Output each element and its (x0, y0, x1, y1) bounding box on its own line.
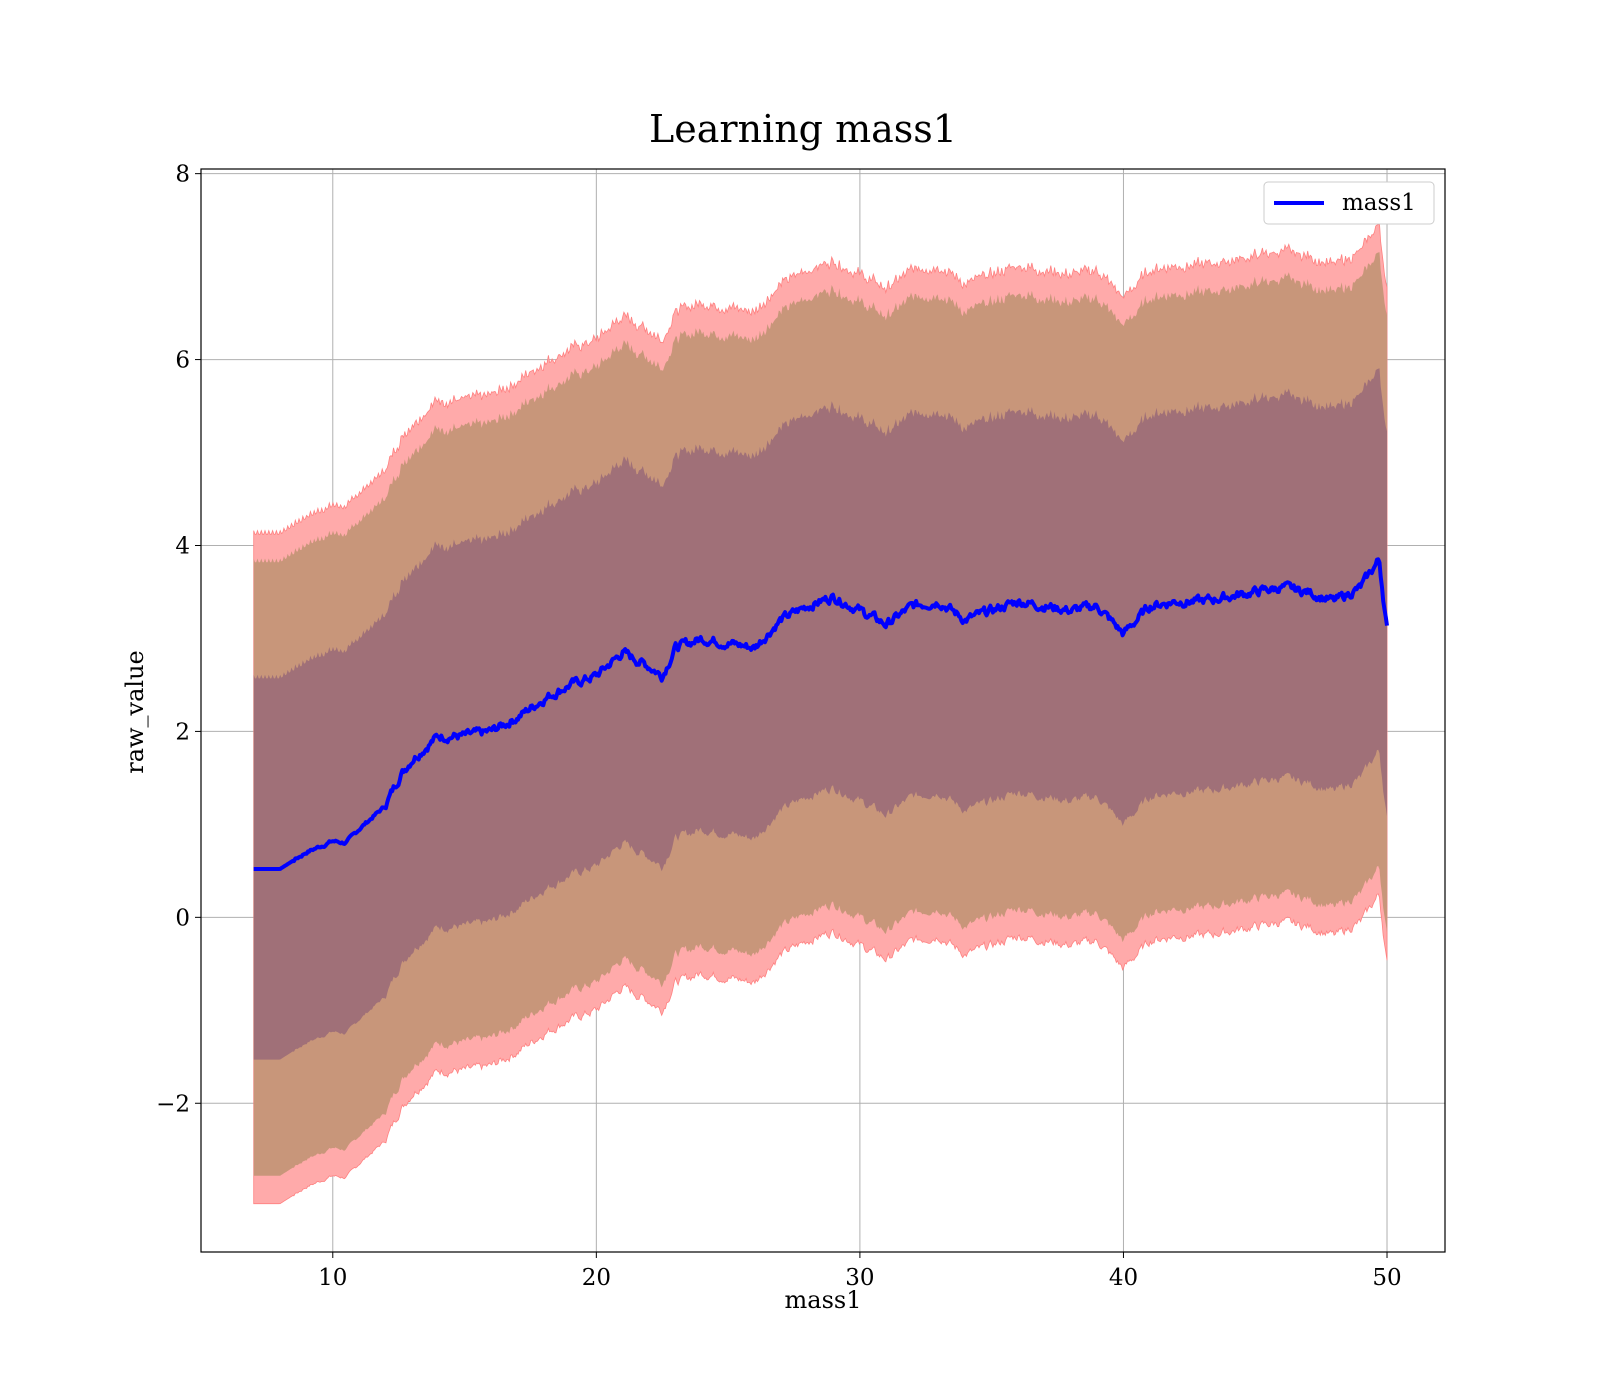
x-tick-label: 40 (1109, 1265, 1138, 1291)
y-tick-label: 6 (175, 348, 190, 374)
legend-label-mass1: mass1 (1342, 190, 1416, 216)
x-tick-label: 20 (582, 1265, 611, 1291)
x-tick-label: 10 (318, 1265, 347, 1291)
chart-title: Learning mass1 (649, 107, 957, 151)
x-axis-ticks: 10 20 30 40 50 (318, 1252, 1402, 1291)
y-tick-label: 8 (175, 162, 190, 188)
legend: mass1 (1263, 181, 1435, 225)
y-tick-label: −2 (156, 1091, 190, 1117)
y-tick-label: 0 (175, 905, 190, 931)
y-tick-label: 4 (175, 533, 190, 559)
legend-box (1263, 181, 1435, 225)
plot-frame (200, 168, 1446, 1253)
y-axis-ticks: −2 0 2 4 6 8 (156, 162, 201, 1117)
band-inner (253, 368, 1388, 1060)
series-line-mass1 (253, 557, 1389, 871)
x-tick-label: 30 (845, 1265, 874, 1291)
series-lines (253, 557, 1389, 871)
y-tick-label: 2 (175, 719, 190, 745)
confidence-bands (253, 223, 1388, 1205)
x-tick-label: 50 (1372, 1265, 1401, 1291)
y-axis-label: raw_value (121, 650, 149, 774)
x-axis-label: mass1 (785, 1286, 862, 1314)
